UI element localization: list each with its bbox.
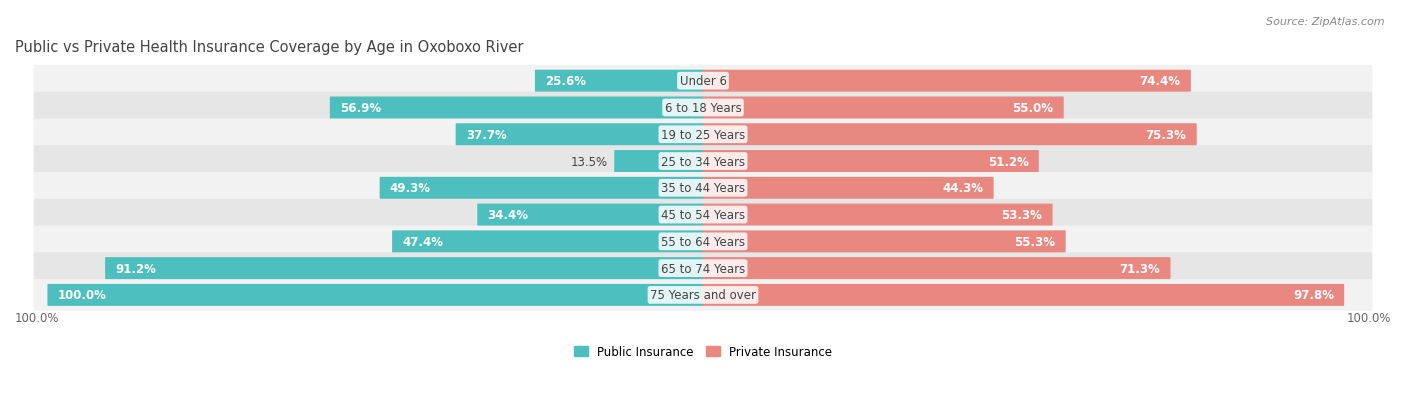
Text: 35 to 44 Years: 35 to 44 Years xyxy=(661,182,745,195)
Text: 37.7%: 37.7% xyxy=(465,128,506,141)
FancyBboxPatch shape xyxy=(614,151,703,173)
FancyBboxPatch shape xyxy=(703,284,1344,306)
Text: Public vs Private Health Insurance Coverage by Age in Oxoboxo River: Public vs Private Health Insurance Cover… xyxy=(15,40,523,55)
FancyBboxPatch shape xyxy=(703,124,1197,146)
FancyBboxPatch shape xyxy=(456,124,703,146)
FancyBboxPatch shape xyxy=(703,231,1066,253)
Text: 71.3%: 71.3% xyxy=(1119,262,1160,275)
FancyBboxPatch shape xyxy=(34,253,1372,284)
Text: 91.2%: 91.2% xyxy=(115,262,156,275)
Text: 47.4%: 47.4% xyxy=(402,235,443,248)
FancyBboxPatch shape xyxy=(34,66,1372,97)
Text: 55 to 64 Years: 55 to 64 Years xyxy=(661,235,745,248)
FancyBboxPatch shape xyxy=(34,93,1372,124)
FancyBboxPatch shape xyxy=(34,146,1372,178)
FancyBboxPatch shape xyxy=(703,71,1191,93)
FancyBboxPatch shape xyxy=(330,97,703,119)
Text: Source: ZipAtlas.com: Source: ZipAtlas.com xyxy=(1267,17,1385,26)
FancyBboxPatch shape xyxy=(34,280,1372,311)
Text: 55.0%: 55.0% xyxy=(1012,102,1053,115)
Text: 75 Years and over: 75 Years and over xyxy=(650,289,756,301)
FancyBboxPatch shape xyxy=(34,226,1372,258)
Text: 25.6%: 25.6% xyxy=(546,75,586,88)
Text: 19 to 25 Years: 19 to 25 Years xyxy=(661,128,745,141)
FancyBboxPatch shape xyxy=(703,97,1064,119)
Text: 6 to 18 Years: 6 to 18 Years xyxy=(665,102,741,115)
Text: Under 6: Under 6 xyxy=(679,75,727,88)
Text: 100.0%: 100.0% xyxy=(58,289,107,301)
Text: 53.3%: 53.3% xyxy=(1001,209,1042,221)
Text: 97.8%: 97.8% xyxy=(1294,289,1334,301)
Text: 74.4%: 74.4% xyxy=(1140,75,1181,88)
FancyBboxPatch shape xyxy=(34,199,1372,231)
FancyBboxPatch shape xyxy=(48,284,703,306)
Text: 44.3%: 44.3% xyxy=(942,182,983,195)
FancyBboxPatch shape xyxy=(34,119,1372,151)
Text: 13.5%: 13.5% xyxy=(571,155,607,168)
FancyBboxPatch shape xyxy=(477,204,703,226)
FancyBboxPatch shape xyxy=(34,173,1372,204)
Legend: Public Insurance, Private Insurance: Public Insurance, Private Insurance xyxy=(569,340,837,363)
Text: 56.9%: 56.9% xyxy=(340,102,381,115)
FancyBboxPatch shape xyxy=(392,231,703,253)
Text: 45 to 54 Years: 45 to 54 Years xyxy=(661,209,745,221)
Text: 55.3%: 55.3% xyxy=(1015,235,1056,248)
Text: 34.4%: 34.4% xyxy=(488,209,529,221)
FancyBboxPatch shape xyxy=(703,178,994,199)
Text: 25 to 34 Years: 25 to 34 Years xyxy=(661,155,745,168)
Text: 49.3%: 49.3% xyxy=(389,182,430,195)
FancyBboxPatch shape xyxy=(703,204,1053,226)
Text: 75.3%: 75.3% xyxy=(1146,128,1187,141)
Text: 65 to 74 Years: 65 to 74 Years xyxy=(661,262,745,275)
FancyBboxPatch shape xyxy=(105,258,703,280)
Text: 100.0%: 100.0% xyxy=(1347,311,1391,324)
FancyBboxPatch shape xyxy=(534,71,703,93)
FancyBboxPatch shape xyxy=(703,258,1171,280)
Text: 100.0%: 100.0% xyxy=(15,311,59,324)
FancyBboxPatch shape xyxy=(380,178,703,199)
Text: 51.2%: 51.2% xyxy=(988,155,1029,168)
FancyBboxPatch shape xyxy=(703,151,1039,173)
